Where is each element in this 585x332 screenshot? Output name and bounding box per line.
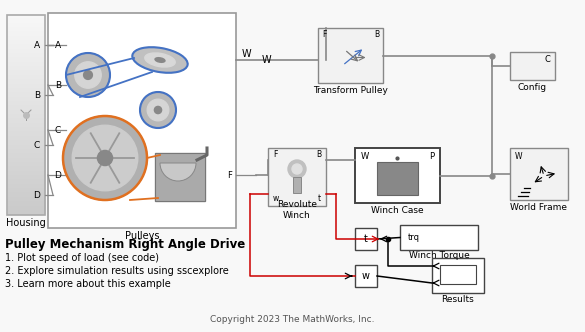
Circle shape [292,164,302,174]
Text: A: A [34,41,40,49]
Text: B: B [34,91,40,100]
Text: D: D [54,171,61,180]
Ellipse shape [145,53,176,67]
Bar [440,265,476,284]
Circle shape [154,106,161,114]
Text: C: C [544,54,550,63]
Ellipse shape [155,58,165,62]
Text: 1. Plot speed of load (see code): 1. Plot speed of load (see code) [5,253,159,263]
Circle shape [66,53,110,97]
Text: Transform Pulley: Transform Pulley [313,86,388,95]
Text: w: w [273,194,279,203]
Text: t: t [364,234,368,244]
Circle shape [84,71,92,79]
Circle shape [147,99,169,121]
Text: C: C [34,140,40,149]
Bar [377,162,418,195]
Text: W: W [261,55,271,65]
Bar [7,15,45,215]
Text: Results: Results [442,295,474,304]
Text: Config: Config [518,82,547,92]
Circle shape [140,92,176,128]
Text: Winch Case: Winch Case [371,206,424,214]
Bar [432,258,484,293]
Ellipse shape [132,47,188,73]
Text: C: C [55,125,61,134]
Text: 2. Explore simulation results using sscexplore: 2. Explore simulation results using ssce… [5,266,229,276]
Text: F: F [273,149,277,158]
Text: Pulleys: Pulleys [125,231,159,241]
Wedge shape [160,163,196,181]
Text: W: W [241,49,251,59]
Bar [400,225,478,250]
Bar [318,28,383,83]
Text: t: t [318,194,321,203]
Text: F: F [228,171,232,180]
Text: W: W [515,151,522,160]
Text: Winch Torque: Winch Torque [409,251,469,260]
Bar [355,265,377,287]
Text: trq: trq [408,233,420,242]
Text: w: w [362,271,370,281]
Text: Pulley Mechanism Right Angle Drive: Pulley Mechanism Right Angle Drive [5,238,245,251]
Circle shape [72,125,137,191]
Bar [155,153,205,201]
Bar [510,52,555,80]
Bar [355,148,440,203]
Text: F: F [322,30,326,39]
Circle shape [63,116,147,200]
Text: D: D [33,191,40,200]
Text: Copyright 2023 The MathWorks, Inc.: Copyright 2023 The MathWorks, Inc. [210,315,374,324]
Circle shape [288,160,306,178]
Text: 3. Learn more about this example: 3. Learn more about this example [5,279,171,289]
Bar [48,13,236,228]
Text: B: B [55,80,61,90]
Circle shape [98,150,112,166]
Text: Revolute
Winch: Revolute Winch [277,200,317,220]
Bar [510,148,568,200]
Bar [268,148,326,206]
Text: W: W [361,151,369,160]
Text: B: B [316,149,321,158]
Text: A: A [55,41,61,49]
Text: P: P [429,151,434,160]
Bar [293,177,301,193]
Bar [155,153,205,201]
Text: World Frame: World Frame [511,203,567,211]
Circle shape [75,62,101,88]
Text: Housing: Housing [6,218,46,228]
Text: B: B [374,30,379,39]
Bar [355,228,377,250]
